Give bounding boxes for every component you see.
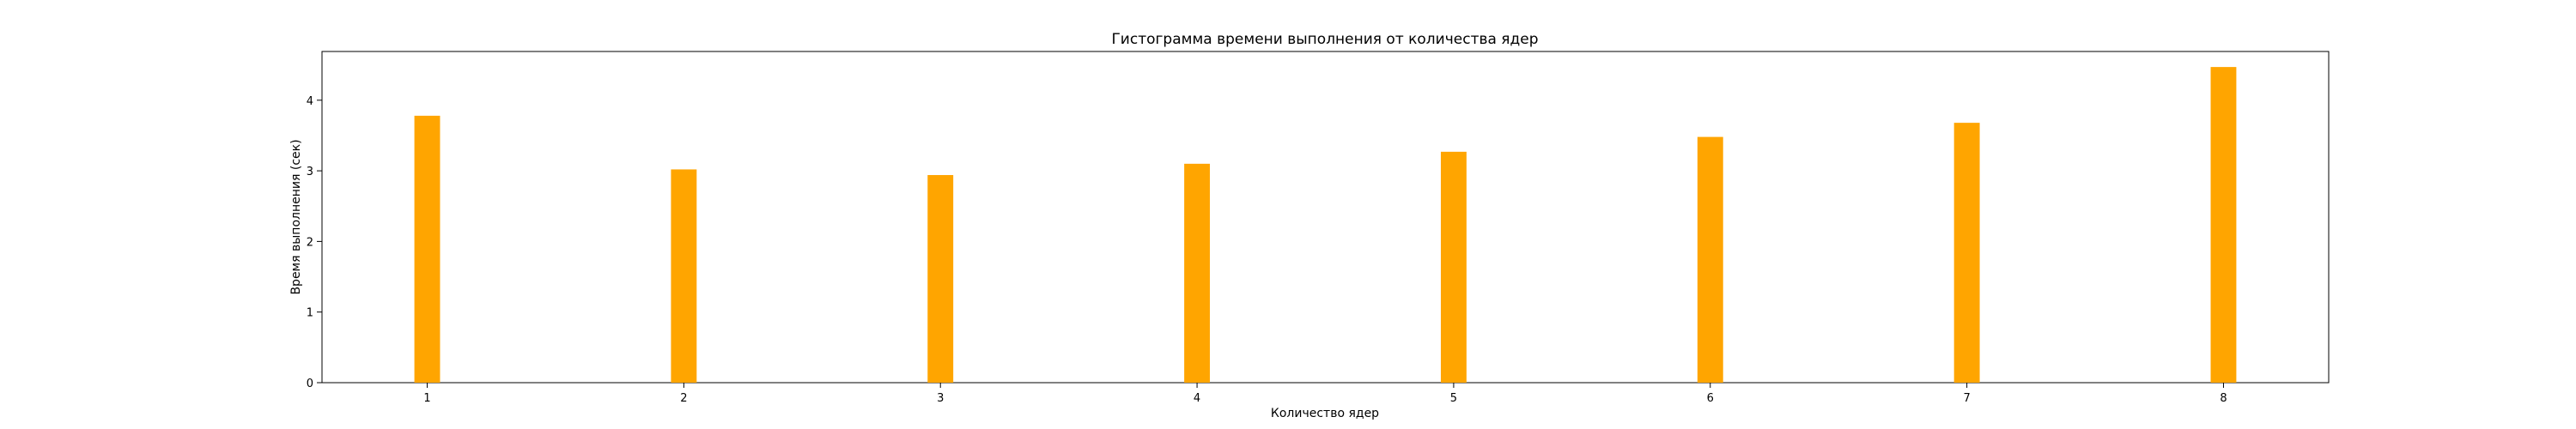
- bars-group: [414, 67, 2237, 384]
- y-axis-ticks: 0 1 2 3 4: [307, 95, 322, 390]
- bar-6: [1697, 136, 1723, 383]
- x-axis-label: Количество ядер: [1271, 407, 1379, 420]
- x-tick-label: 5: [1450, 392, 1457, 405]
- x-tick-label: 7: [1963, 392, 1970, 405]
- y-tick-label: 3: [307, 166, 313, 178]
- bar-3: [927, 175, 954, 383]
- x-tick-label: 4: [1194, 392, 1200, 405]
- y-tick-label: 2: [307, 236, 313, 249]
- plot-frame: [321, 51, 2330, 384]
- plot-area: 1 2 3 4 5 6 7 8 0 1 2 3 4: [307, 51, 2330, 405]
- y-tick-label: 0: [307, 378, 313, 390]
- x-tick-label: 1: [423, 392, 430, 405]
- y-tick-label: 1: [307, 307, 313, 320]
- y-axis-label: Время выполнения (сек): [289, 139, 303, 294]
- bar-1: [414, 115, 440, 384]
- y-tick-label: 4: [307, 95, 313, 108]
- bar-4: [1184, 163, 1211, 383]
- chart-title: Гистограмма времени выполнения от количе…: [1111, 31, 1538, 48]
- bar-7: [1953, 123, 1980, 383]
- x-tick-label: 3: [937, 392, 944, 405]
- bar-8: [2210, 67, 2237, 383]
- x-tick-label: 2: [680, 392, 687, 405]
- x-tick-label: 8: [2220, 392, 2227, 405]
- bar-2: [671, 169, 697, 383]
- x-tick-label: 6: [1707, 392, 1714, 405]
- bar-5: [1440, 151, 1467, 383]
- x-axis-ticks: 1 2 3 4 5 6 7 8: [423, 383, 2227, 405]
